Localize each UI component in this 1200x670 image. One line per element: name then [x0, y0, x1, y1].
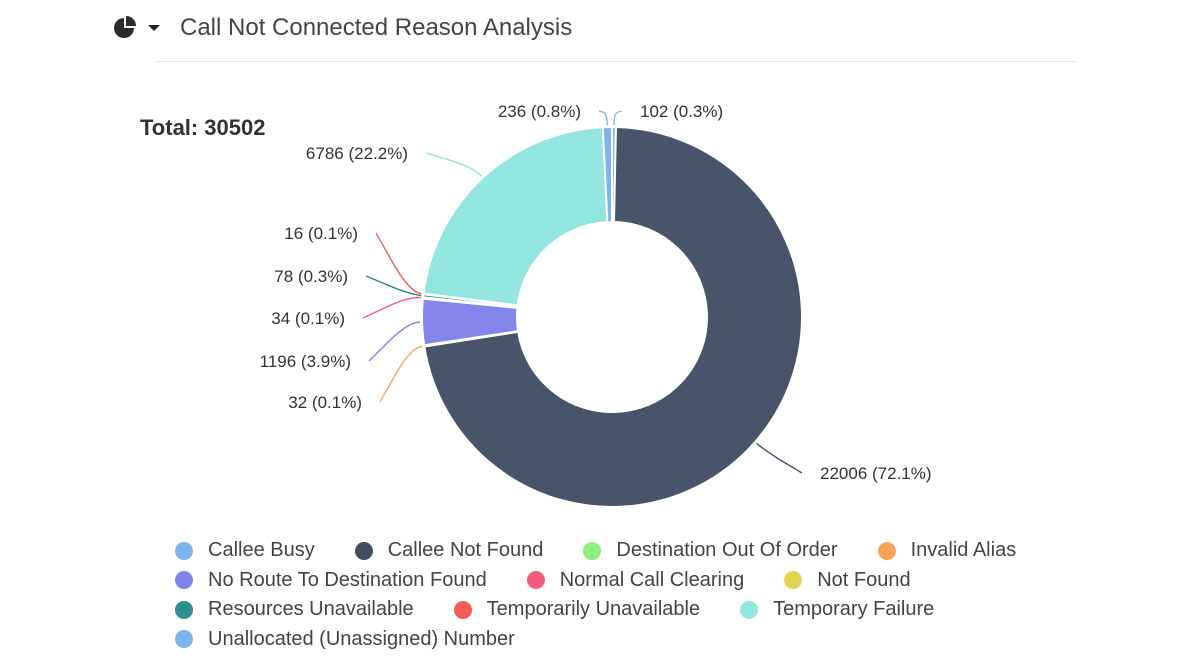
legend-item-callee-not-found[interactable]: Callee Not Found: [354, 539, 544, 562]
header-divider: [156, 61, 1076, 62]
connector-invalid-alias: [379, 345, 423, 403]
legend-item-not-found[interactable]: Not Found: [784, 568, 911, 592]
slice-temporary-failure[interactable]: [422, 126, 609, 307]
legend-item-temporary-failure[interactable]: Temporary Failure: [740, 598, 934, 621]
slice-callee-busy[interactable]: [601, 125, 613, 224]
legend-label: Callee Not Found: [387, 539, 544, 562]
data-label-callee-busy: 236 (0.8%): [498, 102, 581, 121]
total-label-text: Total:: [140, 115, 199, 140]
data-label-temporarily-unavailable: 16 (0.1%): [284, 224, 358, 243]
legend-label: Destination Out Of Order: [616, 539, 838, 562]
legend-label: Temporary Failure: [773, 598, 935, 621]
data-label-no-route-to-destination-found: 1196 (3.9%): [260, 352, 351, 371]
connector-unallocated-unassigned-number: [613, 110, 623, 126]
chart-title: Call Not Connected Reason Analysis: [180, 14, 573, 41]
data-label-unallocated-unassigned-number: 102 (0.3%): [640, 102, 723, 121]
legend-row: Unallocated (Unassigned) Number: [175, 625, 1115, 655]
legend-item-destination-out-of-order[interactable]: Destination Out Of Order: [583, 539, 838, 562]
caret-down-icon[interactable]: [148, 25, 160, 31]
legend-marker-icon: [583, 541, 602, 560]
chart-header: Call Not Connected Reason Analysis: [112, 8, 572, 48]
legend-item-callee-busy[interactable]: Callee Busy: [175, 539, 315, 562]
connector-callee-not-found: [756, 442, 803, 474]
legend-label: Invalid Alias: [910, 539, 1017, 562]
legend-item-resources-unavailable[interactable]: Resources Unavailable: [175, 598, 414, 621]
data-label-invalid-alias: 32 (0.1%): [288, 393, 362, 412]
legend-marker-icon: [526, 571, 545, 590]
data-label-callee-not-found: 22006 (72.1%): [820, 464, 932, 483]
data-label-resources-unavailable: 78 (0.3%): [274, 267, 348, 286]
legend-marker-icon: [354, 541, 373, 560]
chart-legend: Callee Busy Callee Not Found Destination O…: [175, 536, 1115, 654]
legend-label: Resources Unavailable: [208, 598, 414, 621]
legend-marker-icon: [175, 600, 193, 619]
legend-label: Temporarily Unavailable: [486, 598, 701, 621]
connector-temporary-failure: [425, 152, 482, 177]
pie-chart-icon[interactable]: [112, 15, 138, 41]
connector-temporarily-unavailable: [375, 232, 422, 295]
legend-row: Resources Unavailable Temporarily Unavail…: [175, 595, 1115, 625]
legend-marker-icon: [784, 571, 803, 590]
data-label-normal-call-clearing: 34 (0.1%): [271, 309, 345, 328]
legend-item-unallocated-unassigned-number[interactable]: Unallocated (Unassigned) Number: [175, 628, 515, 651]
legend-marker-icon: [453, 600, 472, 619]
legend-item-temporarily-unavailable[interactable]: Temporarily Unavailable: [453, 598, 701, 621]
legend-label: Unallocated (Unassigned) Number: [208, 627, 515, 650]
legend-item-no-route-to-destination-found[interactable]: No Route To Destination Found: [175, 569, 487, 592]
legend-marker-icon: [175, 571, 193, 590]
legend-item-invalid-alias[interactable]: Invalid Alias: [877, 539, 1017, 562]
legend-marker-icon: [175, 630, 193, 649]
donut-chart: 102 (0.3%) 22006 (72.1%) 32 (0.1%) 1196 (3.…: [260, 102, 932, 508]
legend-label: Normal Call Clearing: [559, 568, 745, 591]
legend-marker-icon: [877, 541, 896, 560]
slice-callee-not-found[interactable]: [423, 126, 803, 508]
total-value: 30502: [204, 115, 266, 140]
legend-label: Not Found: [817, 568, 911, 591]
connector-resources-unavailable: [365, 275, 422, 297]
legend-label: No Route To Destination Found: [208, 568, 487, 591]
connector-no-route-to-destination-found: [368, 321, 421, 362]
legend-label: Callee Busy: [208, 539, 315, 562]
connector-callee-busy: [598, 110, 609, 126]
legend-row: Callee Busy Callee Not Found Destination O…: [175, 536, 1115, 566]
data-label-temporary-failure: 6786 (22.2%): [306, 144, 408, 163]
connector-normal-call-clearing: [362, 296, 422, 319]
legend-marker-icon: [740, 600, 759, 619]
legend-item-normal-call-clearing[interactable]: Normal Call Clearing: [526, 568, 745, 592]
legend-marker-icon: [175, 541, 193, 560]
total-label: Total: 30502: [140, 115, 265, 141]
legend-row: No Route To Destination Found Normal Call…: [175, 566, 1115, 596]
